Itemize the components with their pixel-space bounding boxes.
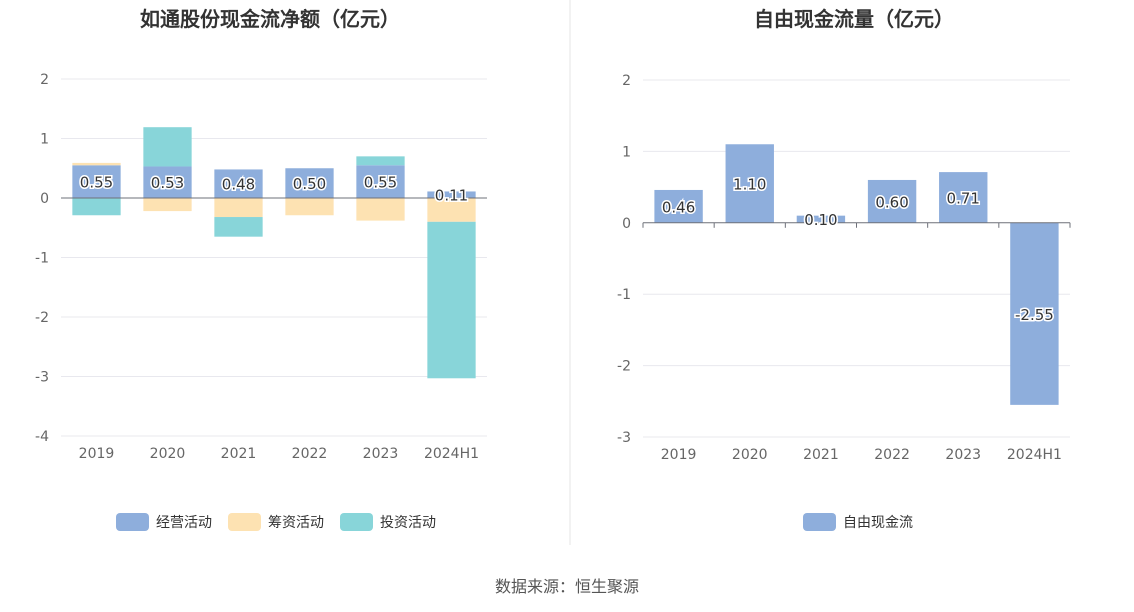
- y-tick-label: 1: [40, 132, 49, 148]
- bar: [356, 198, 405, 221]
- y-tick-label: -3: [35, 370, 49, 386]
- data-label: 0.50: [293, 175, 326, 193]
- bar: [143, 198, 192, 212]
- x-tick-label: 2022: [874, 447, 910, 463]
- bar: [143, 127, 192, 167]
- legend-swatch[interactable]: [340, 513, 373, 531]
- bar: [72, 165, 121, 198]
- data-label: 0.46: [662, 198, 695, 216]
- bar: [654, 189, 703, 223]
- bar: [725, 144, 774, 223]
- bar: [356, 156, 405, 166]
- x-tick-label: 2023: [363, 446, 399, 462]
- data-label: 0.53: [151, 174, 184, 192]
- x-tick-label: 2020: [732, 447, 768, 463]
- data-source-note: 数据来源：恒生聚源: [495, 577, 639, 596]
- bar: [356, 165, 405, 198]
- x-tick-label: 2020: [150, 446, 186, 462]
- x-tick-label: 2023: [945, 447, 981, 463]
- x-tick-label: 2024H1: [424, 446, 479, 462]
- y-tick-label: 2: [40, 72, 49, 88]
- bar: [143, 166, 192, 198]
- y-tick-label: -3: [617, 430, 631, 446]
- y-tick-label: -4: [35, 429, 49, 445]
- data-label: 0.55: [364, 174, 397, 192]
- y-tick-label: 1: [622, 144, 631, 160]
- bar: [427, 191, 476, 198]
- bar: [285, 168, 334, 198]
- data-label: 0.10: [804, 211, 837, 229]
- bar: [867, 179, 917, 223]
- data-label: 1.10: [733, 176, 766, 194]
- y-tick-label: -1: [617, 287, 631, 303]
- bar: [214, 169, 263, 198]
- chart-title: 自由现金流量（亿元）: [754, 7, 954, 31]
- data-label: 0.55: [80, 174, 113, 192]
- bar: [427, 198, 476, 222]
- bar: [285, 198, 334, 216]
- y-tick-label: 0: [40, 191, 49, 207]
- free-cashflow-chart: 自由现金流量（亿元） 2 1 0 -1 -2 -3 2019 2020 2021 2022 2023…: [617, 7, 1071, 531]
- y-tick-label: 0: [622, 216, 631, 232]
- bar: [939, 172, 988, 223]
- bar: [72, 162, 121, 166]
- legend-label[interactable]: 经营活动: [156, 515, 212, 531]
- legend-swatch[interactable]: [116, 513, 149, 531]
- data-label: -2.55: [1015, 306, 1054, 324]
- y-tick-label: -2: [35, 310, 49, 326]
- legend-label[interactable]: 筹资活动: [268, 514, 324, 531]
- legend-swatch[interactable]: [803, 513, 836, 531]
- chart-title: 如通股份现金流净额（亿元）: [140, 7, 400, 31]
- bar: [214, 217, 263, 237]
- bar: [1010, 222, 1059, 405]
- data-label: 0.11: [435, 187, 468, 205]
- data-label: 0.60: [875, 193, 908, 211]
- bar: [796, 215, 846, 223]
- x-tick-label: 2021: [803, 447, 839, 463]
- legend-label[interactable]: 自由现金流: [843, 515, 913, 531]
- data-label: 0.48: [222, 176, 255, 194]
- cashflow-net-chart: 如通股份现金流净额（亿元） 2 1 0 -1 -2 -3 -4 2019 2020 2021 202…: [35, 7, 487, 531]
- data-label: 0.71: [947, 189, 980, 207]
- x-tick-label: 2019: [661, 447, 697, 463]
- bar: [214, 198, 263, 218]
- y-tick-label: 2: [622, 73, 631, 89]
- x-tick-label: 2019: [79, 446, 115, 462]
- x-tick-label: 2022: [292, 446, 328, 462]
- legend-label[interactable]: 投资活动: [380, 515, 436, 531]
- bar: [427, 221, 476, 379]
- y-tick-label: -2: [617, 359, 631, 375]
- x-tick-label: 2024H1: [1007, 447, 1062, 463]
- x-tick-label: 2021: [221, 446, 257, 462]
- bar: [72, 198, 121, 216]
- y-tick-label: -1: [35, 251, 49, 267]
- legend-swatch[interactable]: [228, 513, 261, 531]
